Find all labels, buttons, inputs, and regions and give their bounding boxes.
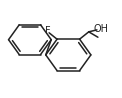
Text: OH: OH bbox=[94, 24, 109, 34]
Text: F: F bbox=[45, 26, 50, 36]
